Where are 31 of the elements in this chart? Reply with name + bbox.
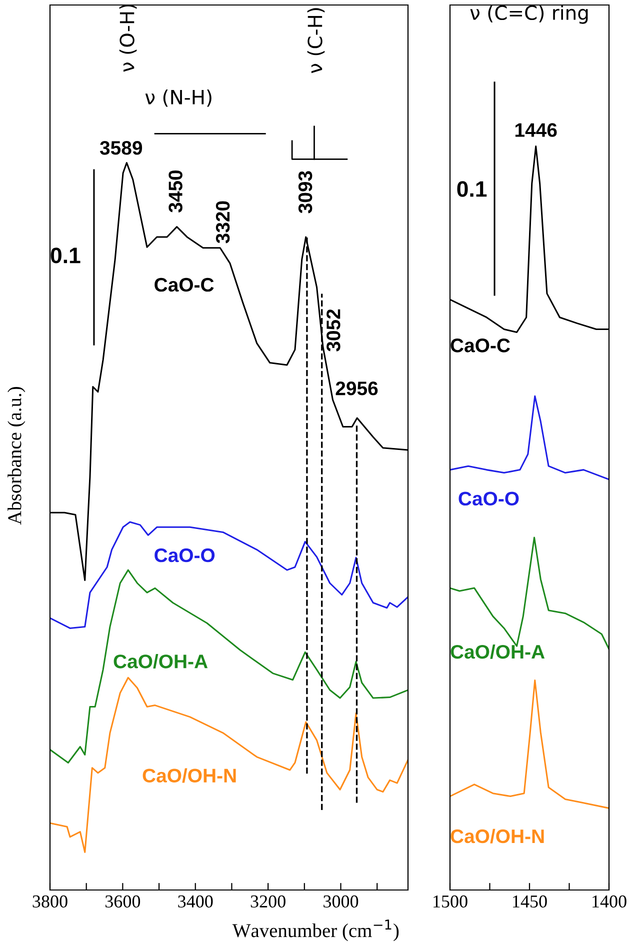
series-label: CaO-O bbox=[154, 548, 215, 562]
ref-line-label: 3052 bbox=[326, 309, 340, 352]
x-tick-label: 3200 bbox=[250, 895, 286, 908]
series-label: CaO-C bbox=[154, 278, 214, 292]
text: ν (O-H) bbox=[119, 4, 137, 72]
annotation: 1446 bbox=[515, 123, 557, 137]
x-tick-label: 3600 bbox=[106, 895, 140, 908]
x-tick-label: 1500 bbox=[434, 895, 468, 908]
x-tick-label: 3000 bbox=[324, 895, 358, 908]
annotation: 0.1 bbox=[457, 181, 487, 197]
text: ν (C=C) ring bbox=[470, 5, 588, 24]
y-axis-title: Absorbance (a.u.) bbox=[8, 387, 26, 525]
ref-line-label: 3093 bbox=[298, 171, 312, 214]
text: ν (N-H) bbox=[145, 89, 212, 107]
series-label: CaO/OH-N bbox=[450, 828, 544, 844]
ref-line-label: 2956 bbox=[336, 382, 378, 396]
x-tick-label: 1450 bbox=[513, 895, 547, 908]
series-label: CaO-C bbox=[450, 338, 510, 352]
series-label: CaO/OH-N bbox=[142, 768, 236, 783]
series-label: CaO-O bbox=[458, 492, 519, 506]
x-tick-label: 3800 bbox=[32, 895, 68, 908]
annotation: 3589 bbox=[100, 141, 142, 155]
x-tick-label: 3400 bbox=[178, 895, 213, 908]
text: ν (C-H) bbox=[307, 8, 325, 74]
series-label: CaO/OH-A bbox=[450, 644, 545, 659]
series-label: CaO/OH-A bbox=[114, 654, 208, 669]
x-tick-label: 1400 bbox=[592, 895, 626, 908]
annotation: 3450 bbox=[168, 170, 182, 212]
annotation: 3320 bbox=[216, 201, 230, 244]
annotation: 0.1 bbox=[50, 248, 80, 264]
x-axis-title: Wavenumber (cm$^{−1}$) bbox=[232, 920, 399, 942]
